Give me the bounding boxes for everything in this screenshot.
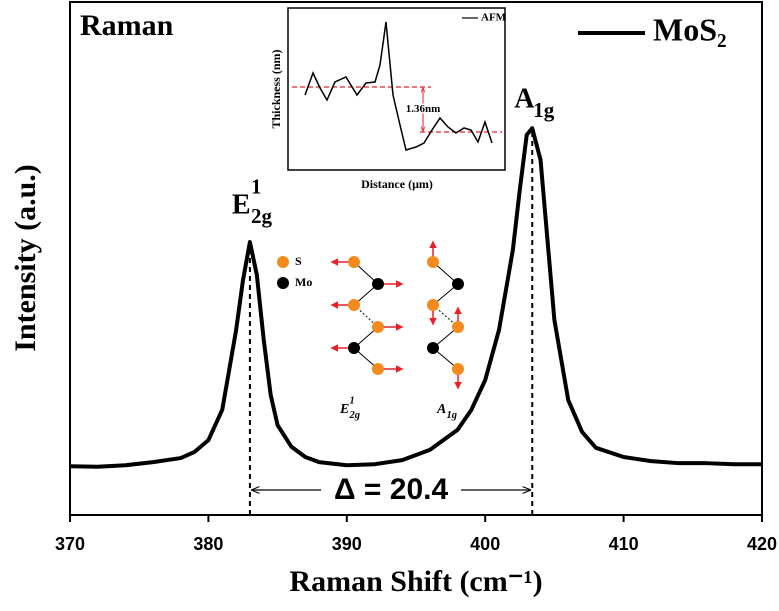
inset-legend: AFM	[481, 12, 507, 24]
peak-label-sub: 1g	[533, 98, 555, 122]
atom-legend: Mo	[295, 275, 312, 289]
inset-frame	[287, 7, 506, 171]
thickness-label: 1.36nm	[406, 103, 441, 115]
legend-label: MoS₂	[653, 11, 727, 47]
x-tick-label: 390	[332, 534, 362, 554]
peak-label-sup: 1	[251, 175, 262, 199]
peak-label-sub: 2g	[251, 204, 273, 228]
vibration-diagram	[277, 240, 464, 390]
x-axis-label: Raman Shift (cm⁻¹)	[289, 565, 542, 598]
line	[69, 126, 762, 469]
peak-label: A	[436, 402, 446, 417]
chart-label: Raman	[80, 9, 174, 42]
peak-label-sub: 2g	[349, 410, 361, 421]
atom-legend: S	[295, 254, 302, 268]
y-axis-label: Intensity (a.u.)	[9, 164, 42, 352]
plot-frame	[69, 1, 763, 516]
delta-label-bg	[321, 472, 462, 506]
inset-x-label: Distance (μm)	[361, 177, 433, 191]
x-tick-label: 400	[470, 534, 500, 554]
inset-line	[304, 21, 493, 151]
peak-label-sub: 1g	[447, 410, 458, 421]
inset-y-label: Thickness (nm)	[269, 49, 283, 128]
peak-label: E	[339, 402, 349, 417]
x-tick-label: 420	[747, 534, 777, 554]
peak-label: A	[514, 84, 535, 115]
x-tick-label: 370	[55, 534, 85, 554]
x-tick-label: 410	[609, 534, 639, 554]
delta-label: Δ = 20.4	[334, 473, 448, 506]
peak-label: E	[232, 190, 251, 221]
peak-label-sup: 1	[350, 395, 355, 406]
x-tick-label: 380	[193, 534, 223, 554]
